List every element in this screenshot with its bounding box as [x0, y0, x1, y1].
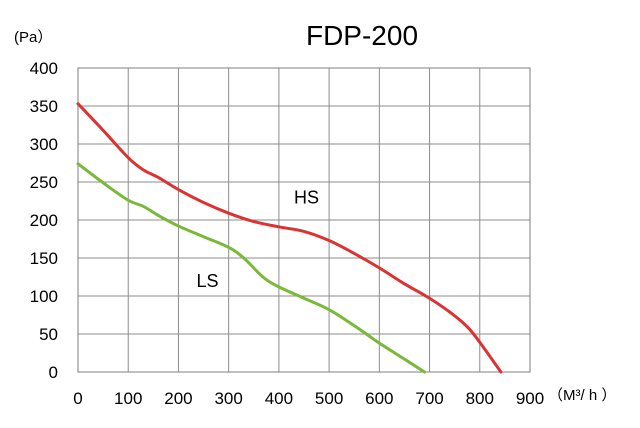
y-tick-label: 200: [30, 211, 58, 230]
x-tick-label: 100: [114, 389, 142, 408]
series-label-ls: LS: [197, 271, 219, 291]
y-tick-label: 250: [30, 173, 58, 192]
y-tick-label: 400: [30, 59, 58, 78]
x-tick-label: 0: [73, 389, 82, 408]
series-labels: HS LS: [197, 187, 319, 291]
x-tick-label: 700: [415, 389, 443, 408]
series-line-hs: [76, 102, 503, 374]
y-axis-label: (Pa）: [14, 29, 52, 46]
x-tick-label: 500: [315, 389, 343, 408]
grid: [77, 67, 531, 373]
y-tick-label: 350: [30, 97, 58, 116]
tick-labels: 0 100 200 300 400 500 600 700 800 900 0 50 100 150 200…: [30, 59, 545, 408]
y-tick-label: 100: [30, 287, 58, 306]
x-tick-label: 400: [265, 389, 293, 408]
series-lines: [76, 102, 503, 374]
y-tick-label: 0: [49, 363, 58, 382]
x-tick-label: 800: [466, 389, 494, 408]
y-tick-label: 50: [39, 325, 58, 344]
x-tick-label: 300: [214, 389, 242, 408]
series-label-hs: HS: [294, 187, 319, 207]
x-tick-label: 900: [516, 389, 544, 408]
chart-title: FDP-200: [306, 20, 418, 51]
x-tick-label: 200: [164, 389, 192, 408]
plot-frame: [77, 67, 531, 373]
x-axis-label: （M³/ h ）: [548, 387, 616, 404]
x-tick-label: 600: [365, 389, 393, 408]
y-tick-label: 150: [30, 249, 58, 268]
y-tick-label: 300: [30, 135, 58, 154]
series-line-ls: [76, 162, 427, 374]
